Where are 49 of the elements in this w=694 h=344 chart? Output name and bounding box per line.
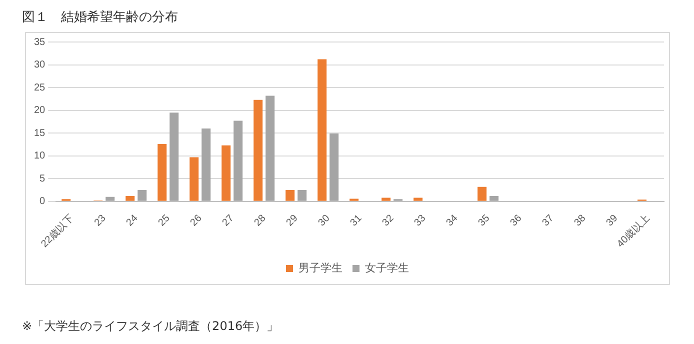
x-tick-label: 27 [220,212,236,229]
bar [266,96,275,201]
chart-title: 図１ 結婚希望年齢の分布 [22,9,178,26]
y-tick-label: 20 [34,105,46,116]
x-tick-label: 35 [476,212,492,229]
bar [478,186,487,201]
x-tick-label: 24 [124,212,140,229]
y-tick-label: 30 [34,60,46,71]
y-tick-label: 25 [34,82,46,94]
x-tick-label: 25 [156,212,172,229]
x-tick-label: 22歳以下 [38,212,76,250]
y-tick-label: 10 [34,150,46,162]
y-tick-label: 0 [40,196,46,208]
bar [202,128,211,201]
text: ※「大学生のライフスタイル調査（2016年）」 [22,318,279,335]
bar [170,112,179,201]
bar [234,120,243,201]
x-tick-label: 39 [604,212,620,229]
legend-label: 男子学生 [298,262,342,275]
x-tick-label: 28 [252,212,268,229]
bar [158,144,167,201]
bar [490,196,499,201]
x-tick-label: 37 [540,212,556,229]
x-tick-label: 38 [572,212,588,229]
bar [298,190,307,201]
y-tick-label: 5 [40,173,46,184]
x-tick-label: 23 [92,212,108,229]
bar [254,100,263,201]
x-tick-label: 26 [188,212,204,229]
bar [106,196,115,201]
x-tick-label: 36 [508,212,524,229]
bar [222,145,231,201]
x-tick-label: 31 [348,212,364,229]
legend-label: 女子学生 [365,262,409,275]
bar [318,59,327,201]
x-tick-label: 29 [284,212,300,229]
bar [330,134,339,201]
x-tick-label: 34 [444,212,460,229]
x-tick-label: 32 [380,212,396,229]
bar [414,198,423,201]
bar [126,196,135,201]
bar [286,190,295,201]
x-tick-label: 30 [316,212,332,229]
x-tick-label: 33 [412,212,428,229]
y-tick-label: 35 [34,36,46,48]
y-tick-label: 15 [34,128,46,139]
bar [190,157,199,201]
bar [382,198,391,201]
bar [138,190,147,201]
